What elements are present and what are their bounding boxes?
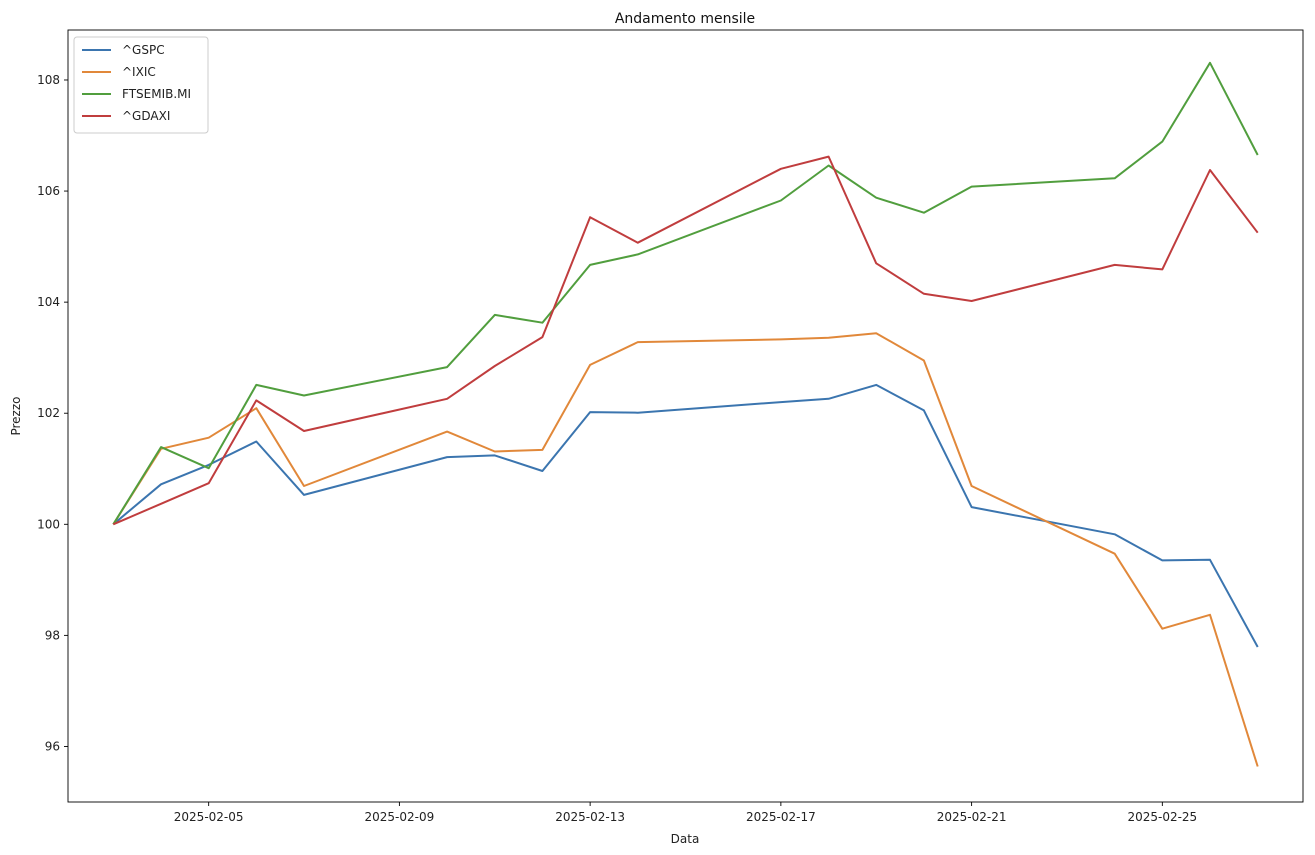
x-axis-label: Data bbox=[671, 832, 700, 846]
x-tick-label: 2025-02-09 bbox=[365, 810, 435, 824]
y-tick-label: 96 bbox=[45, 739, 60, 753]
plot-area bbox=[67, 29, 1304, 803]
x-tick-label: 2025-02-25 bbox=[1127, 810, 1197, 824]
legend-entry: ^IXIC bbox=[122, 65, 156, 79]
legend: ^GSPC ^IXIC FTSEMIB.MI ^GDAXI bbox=[73, 36, 209, 134]
y-axis-label: Prezzo bbox=[9, 396, 23, 435]
y-tick-label: 98 bbox=[45, 628, 60, 642]
legend-entry: ^GDAXI bbox=[122, 109, 170, 123]
x-tick-label: 2025-02-13 bbox=[555, 810, 625, 824]
legend-entry: ^GSPC bbox=[122, 43, 165, 57]
chart-title: Andamento mensile bbox=[615, 11, 755, 27]
legend-box bbox=[73, 36, 209, 134]
x-tick-label: 2025-02-21 bbox=[937, 810, 1007, 824]
x-tick-label: 2025-02-17 bbox=[746, 810, 816, 824]
y-tick-label: 104 bbox=[37, 295, 60, 309]
series-line-gdaxi bbox=[112, 155, 1259, 526]
series-line-ixic bbox=[112, 332, 1259, 767]
y-tick-label: 100 bbox=[37, 517, 60, 531]
legend-entry: FTSEMIB.MI bbox=[122, 87, 191, 101]
y-tick-label: 108 bbox=[37, 73, 60, 87]
series-line-gspc bbox=[112, 383, 1259, 648]
series-line-ftsemibmi bbox=[112, 61, 1259, 525]
y-axis-ticks: 96 98 100 102 104 106 108 bbox=[37, 73, 68, 753]
x-tick-label: 2025-02-05 bbox=[174, 810, 244, 824]
y-tick-label: 102 bbox=[37, 406, 60, 420]
y-tick-label: 106 bbox=[37, 184, 60, 198]
series-lines bbox=[112, 61, 1259, 767]
x-axis-ticks: 2025-02-05 2025-02-09 2025-02-13 2025-02-17… bbox=[174, 802, 1197, 824]
